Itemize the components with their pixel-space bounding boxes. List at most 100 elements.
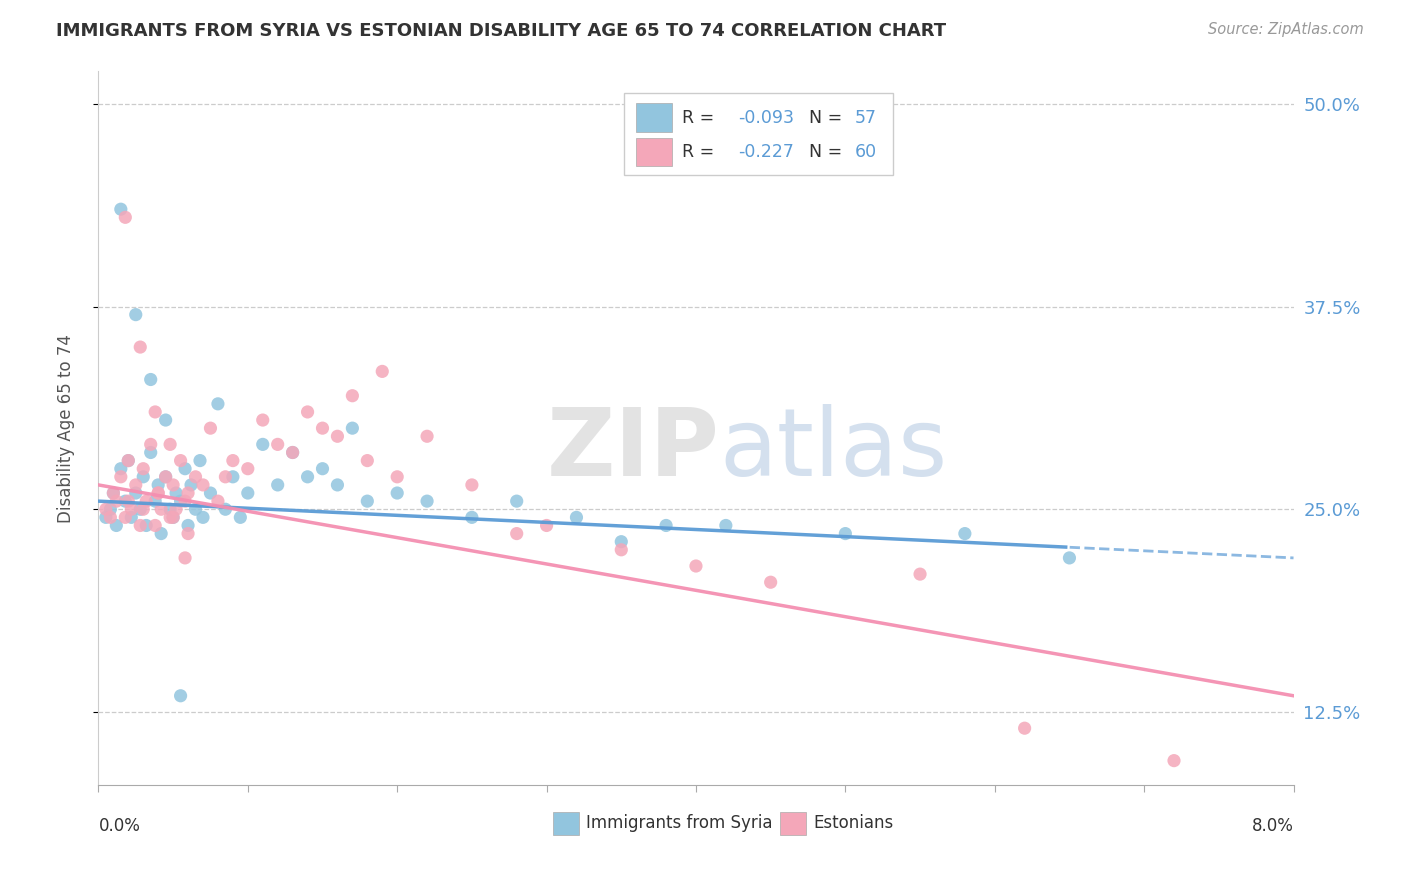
Text: N =: N = — [797, 143, 848, 161]
Text: Estonians: Estonians — [813, 814, 893, 832]
Point — [356, 453, 378, 467]
Point — [148, 486, 170, 500]
Point — [120, 502, 142, 516]
Point — [132, 461, 155, 475]
Point — [461, 478, 484, 492]
Point — [214, 502, 236, 516]
Point — [184, 470, 207, 484]
Text: IMMIGRANTS FROM SYRIA VS ESTONIAN DISABILITY AGE 65 TO 74 CORRELATION CHART: IMMIGRANTS FROM SYRIA VS ESTONIAN DISABI… — [56, 22, 946, 40]
Point — [371, 364, 394, 378]
Point — [114, 494, 136, 508]
Point — [159, 437, 181, 451]
Point — [110, 461, 132, 475]
Point — [139, 445, 162, 459]
Y-axis label: Disability Age 65 to 74: Disability Age 65 to 74 — [56, 334, 75, 523]
Point — [222, 470, 245, 484]
Point — [610, 534, 633, 549]
Point — [114, 211, 136, 225]
Point — [159, 502, 181, 516]
Point — [110, 470, 132, 484]
Point — [165, 502, 187, 516]
Point — [297, 470, 319, 484]
Point — [162, 478, 184, 492]
Point — [385, 486, 409, 500]
Point — [356, 494, 378, 508]
Point — [120, 510, 142, 524]
Point — [1059, 550, 1081, 565]
Point — [117, 453, 139, 467]
Point — [143, 405, 166, 419]
Point — [148, 478, 170, 492]
Point — [125, 478, 148, 492]
Point — [165, 486, 187, 500]
Bar — [637, 137, 672, 166]
Point — [207, 494, 229, 508]
Point — [1163, 754, 1185, 768]
Point — [125, 486, 148, 500]
Point — [685, 559, 707, 574]
Point — [610, 542, 633, 557]
Point — [105, 518, 128, 533]
Point — [139, 372, 162, 386]
Text: 57: 57 — [855, 109, 877, 127]
Point — [94, 502, 117, 516]
Point — [506, 494, 529, 508]
Point — [132, 470, 155, 484]
Point — [236, 461, 259, 475]
Bar — [780, 812, 806, 835]
Point — [236, 486, 259, 500]
Point — [129, 340, 152, 354]
Point — [342, 421, 364, 435]
Text: -0.227: -0.227 — [738, 143, 793, 161]
Point — [132, 502, 155, 516]
Point — [834, 526, 856, 541]
Text: atlas: atlas — [720, 403, 948, 496]
Point — [297, 405, 319, 419]
Point — [103, 486, 125, 500]
Point — [252, 437, 274, 451]
Point — [188, 453, 211, 467]
Point — [94, 510, 117, 524]
Point — [177, 486, 200, 500]
Point — [207, 397, 229, 411]
Text: 60: 60 — [855, 143, 877, 161]
Point — [177, 526, 200, 541]
Point — [174, 494, 197, 508]
Point — [267, 437, 290, 451]
Point — [281, 445, 304, 459]
Point — [159, 510, 181, 524]
Point — [222, 453, 245, 467]
Point — [162, 510, 184, 524]
Point — [174, 550, 197, 565]
Point — [214, 470, 236, 484]
Text: 0.0%: 0.0% — [98, 817, 141, 835]
Point — [177, 518, 200, 533]
Point — [461, 510, 484, 524]
Point — [200, 486, 222, 500]
Point — [311, 461, 333, 475]
FancyBboxPatch shape — [624, 93, 893, 175]
Point — [169, 494, 191, 508]
Point — [169, 689, 191, 703]
Point — [105, 494, 128, 508]
Point — [117, 494, 139, 508]
Point — [416, 494, 439, 508]
Point — [135, 494, 157, 508]
Point — [125, 308, 148, 322]
Point — [110, 202, 132, 217]
Point — [1014, 721, 1036, 735]
Point — [114, 510, 136, 524]
Point — [180, 478, 202, 492]
Point — [281, 445, 304, 459]
Point — [98, 502, 122, 516]
Text: R =: R = — [682, 143, 720, 161]
Point — [98, 510, 122, 524]
Point — [311, 421, 333, 435]
Point — [129, 518, 152, 533]
Point — [229, 510, 252, 524]
Point — [252, 413, 274, 427]
Point — [129, 502, 152, 516]
Text: -0.093: -0.093 — [738, 109, 794, 127]
Point — [103, 486, 125, 500]
Point — [117, 453, 139, 467]
